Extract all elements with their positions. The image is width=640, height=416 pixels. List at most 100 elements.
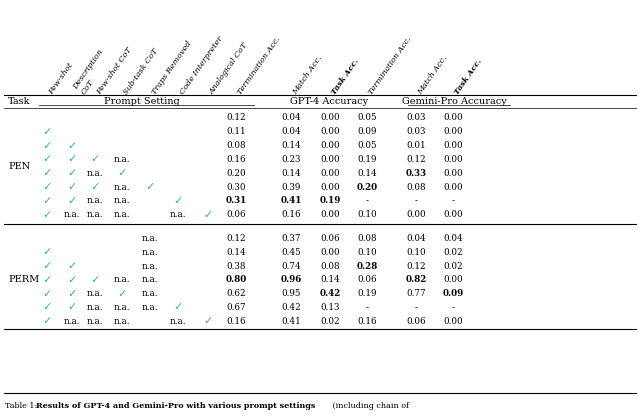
Text: n.a.: n.a. [141,248,158,257]
Text: 0.16: 0.16 [226,155,246,164]
Text: ✓: ✓ [67,261,77,271]
Text: 0.00: 0.00 [443,141,463,150]
Text: 0.14: 0.14 [281,169,301,178]
Text: 0.14: 0.14 [226,248,246,257]
Text: 0.10: 0.10 [357,210,377,219]
Text: -: - [365,303,369,312]
Text: 0.05: 0.05 [357,141,377,150]
Text: n.a.: n.a. [114,317,131,326]
Text: ✓: ✓ [67,275,77,285]
Text: 0.00: 0.00 [320,248,340,257]
Text: 0.06: 0.06 [406,317,426,326]
Text: 0.62: 0.62 [226,289,246,298]
Text: 0.10: 0.10 [406,248,426,257]
Text: 0.06: 0.06 [320,234,340,243]
Text: 0.00: 0.00 [443,275,463,284]
Text: 0.04: 0.04 [281,114,301,122]
Text: 0.08: 0.08 [357,234,377,243]
Text: ✓: ✓ [42,289,52,299]
Text: n.a.: n.a. [87,289,103,298]
Text: Traps Removed: Traps Removed [150,40,193,96]
Text: 0.00: 0.00 [320,114,340,122]
Text: 0.00: 0.00 [320,127,340,136]
Text: ✓: ✓ [90,275,100,285]
Text: 0.38: 0.38 [227,262,246,270]
Text: 0.03: 0.03 [406,114,426,122]
Text: Table 1:: Table 1: [5,402,40,410]
Text: 0.23: 0.23 [281,155,301,164]
Text: 0.00: 0.00 [320,141,340,150]
Text: 0.45: 0.45 [281,248,301,257]
Text: ✓: ✓ [42,196,52,206]
Text: n.a.: n.a. [141,303,158,312]
Text: Few-shot CoT: Few-shot CoT [95,46,134,96]
Text: ✓: ✓ [42,316,52,326]
Text: 0.31: 0.31 [225,196,246,206]
Text: n.a.: n.a. [64,317,80,326]
Text: 0.00: 0.00 [443,114,463,122]
Text: -: - [451,196,454,206]
Text: 0.00: 0.00 [406,210,426,219]
Text: 0.16: 0.16 [281,210,301,219]
Text: 0.06: 0.06 [226,210,246,219]
Text: ✓: ✓ [67,182,77,192]
Text: Termination Acc.: Termination Acc. [367,35,413,96]
Text: n.a.: n.a. [141,289,158,298]
Text: 0.12: 0.12 [226,234,246,243]
Text: Description
CoT: Description CoT [72,48,113,96]
Text: n.a.: n.a. [170,210,186,219]
Text: 0.39: 0.39 [282,183,301,191]
Text: 0.09: 0.09 [357,127,377,136]
Text: 0.09: 0.09 [442,289,463,298]
Text: 0.67: 0.67 [226,303,246,312]
Text: Match Acc.: Match Acc. [291,54,324,96]
Text: n.a.: n.a. [114,183,131,191]
Text: Code Interpreter: Code Interpreter [178,35,224,96]
Text: ✓: ✓ [42,247,52,257]
Text: 0.37: 0.37 [281,234,301,243]
Text: ✓: ✓ [90,154,100,164]
Text: 0.02: 0.02 [320,317,340,326]
Text: 0.03: 0.03 [406,127,426,136]
Text: 0.06: 0.06 [357,275,377,284]
Text: n.a.: n.a. [87,210,103,219]
Text: n.a.: n.a. [114,155,131,164]
Text: n.a.: n.a. [114,303,131,312]
Text: 0.01: 0.01 [406,141,426,150]
Text: Task Acc.: Task Acc. [330,57,360,96]
Text: -: - [365,196,369,206]
Text: ✓: ✓ [90,182,100,192]
Text: 0.10: 0.10 [357,248,377,257]
Text: 0.00: 0.00 [443,155,463,164]
Text: Sub-task CoT: Sub-task CoT [122,47,160,96]
Text: Termination Acc.: Termination Acc. [236,35,282,96]
Text: ✓: ✓ [67,196,77,206]
Text: Task: Task [8,97,31,106]
Text: 0.20: 0.20 [356,183,378,191]
Text: ✓: ✓ [204,316,212,326]
Text: -: - [415,303,417,312]
Text: ✓: ✓ [42,261,52,271]
Text: n.a.: n.a. [114,196,131,206]
Text: 0.14: 0.14 [281,141,301,150]
Text: n.a.: n.a. [141,234,158,243]
Text: 0.00: 0.00 [320,210,340,219]
Text: 0.05: 0.05 [357,114,377,122]
Text: 0.00: 0.00 [443,183,463,191]
Text: n.a.: n.a. [87,196,103,206]
Text: 0.41: 0.41 [281,317,301,326]
Text: 0.42: 0.42 [319,289,340,298]
Text: ✓: ✓ [42,168,52,178]
Text: 0.30: 0.30 [227,183,246,191]
Text: ✓: ✓ [42,275,52,285]
Text: 0.33: 0.33 [405,169,427,178]
Text: n.a.: n.a. [141,275,158,284]
Text: ✓: ✓ [145,182,155,192]
Text: 0.00: 0.00 [443,127,463,136]
Text: 0.19: 0.19 [357,289,377,298]
Text: 0.12: 0.12 [406,155,426,164]
Text: 0.16: 0.16 [226,317,246,326]
Text: 0.02: 0.02 [443,248,463,257]
Text: ✓: ✓ [117,168,127,178]
Text: n.a.: n.a. [114,210,131,219]
